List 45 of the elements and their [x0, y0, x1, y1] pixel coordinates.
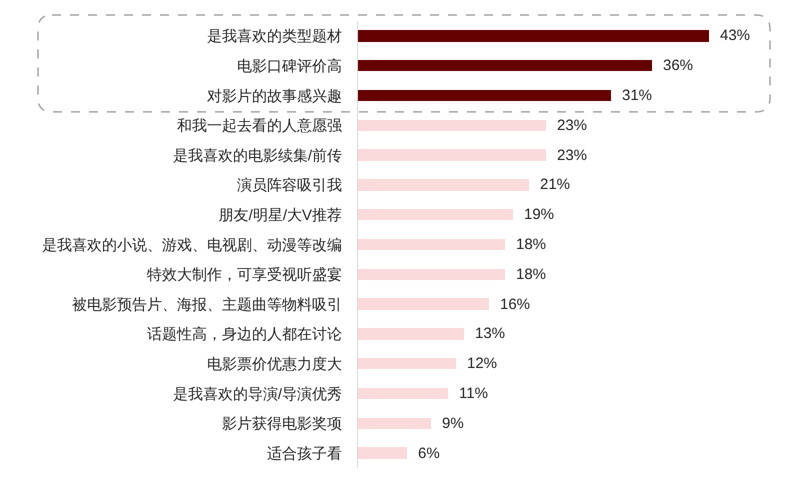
data-label: 18% [516, 266, 546, 283]
y-tick-label: 是我喜欢的导演/导演优秀 [172, 386, 342, 403]
y-tick-label: 话题性高，身边的人都在讨论 [147, 326, 342, 344]
bar [358, 388, 448, 399]
data-label: 9% [442, 415, 464, 432]
y-tick-label: 影片获得电影奖项 [222, 416, 342, 433]
bar [358, 90, 611, 101]
data-label: 6% [418, 445, 440, 462]
data-label: 12% [467, 355, 498, 372]
bar [358, 269, 505, 280]
data-label: 23% [557, 147, 588, 164]
bar [358, 60, 652, 71]
bar [358, 120, 546, 131]
y-tick-label: 朋友/明星/大V推荐 [218, 206, 342, 224]
data-label: 16% [500, 296, 530, 313]
data-label: 13% [475, 325, 506, 342]
y-tick-label: 对影片的故事感兴趣 [207, 88, 342, 105]
data-label: 23% [557, 117, 588, 134]
y-tick-label: 特效大制作，可享受视听盛宴 [147, 266, 342, 284]
bar [358, 328, 464, 340]
y-tick-label: 适合孩子看 [267, 445, 342, 462]
y-tick-label: 电影口碑评价高 [237, 58, 342, 75]
data-label: 31% [622, 87, 652, 104]
bar [358, 30, 709, 42]
y-tick-label: 是我喜欢的类型题材 [207, 28, 342, 46]
y-tick-label: 是我喜欢的小说、游戏、电视剧、动漫等改编 [42, 236, 342, 254]
bar [358, 447, 407, 459]
bar [358, 358, 456, 369]
y-tick-label: 和我一起去看的人意愿强 [177, 118, 342, 135]
data-label: 36% [663, 57, 694, 74]
y-tick-label: 被电影预告片、海报、主题曲等物料吸引 [72, 296, 342, 314]
bar [358, 149, 546, 161]
data-label: 19% [524, 206, 554, 223]
y-tick-label: 是我喜欢的电影续集/前传 [172, 147, 342, 164]
data-label: 43% [720, 27, 750, 44]
bar [358, 209, 513, 220]
y-tick-label: 演员阵容吸引我 [237, 177, 342, 194]
bar [358, 418, 431, 429]
data-label: 11% [459, 385, 488, 402]
bar [358, 298, 489, 310]
y-tick-label: 电影票价优惠力度大 [207, 356, 342, 373]
data-label: 21% [540, 176, 570, 193]
bar [358, 179, 529, 191]
bar [358, 239, 505, 250]
data-label: 18% [516, 236, 546, 253]
